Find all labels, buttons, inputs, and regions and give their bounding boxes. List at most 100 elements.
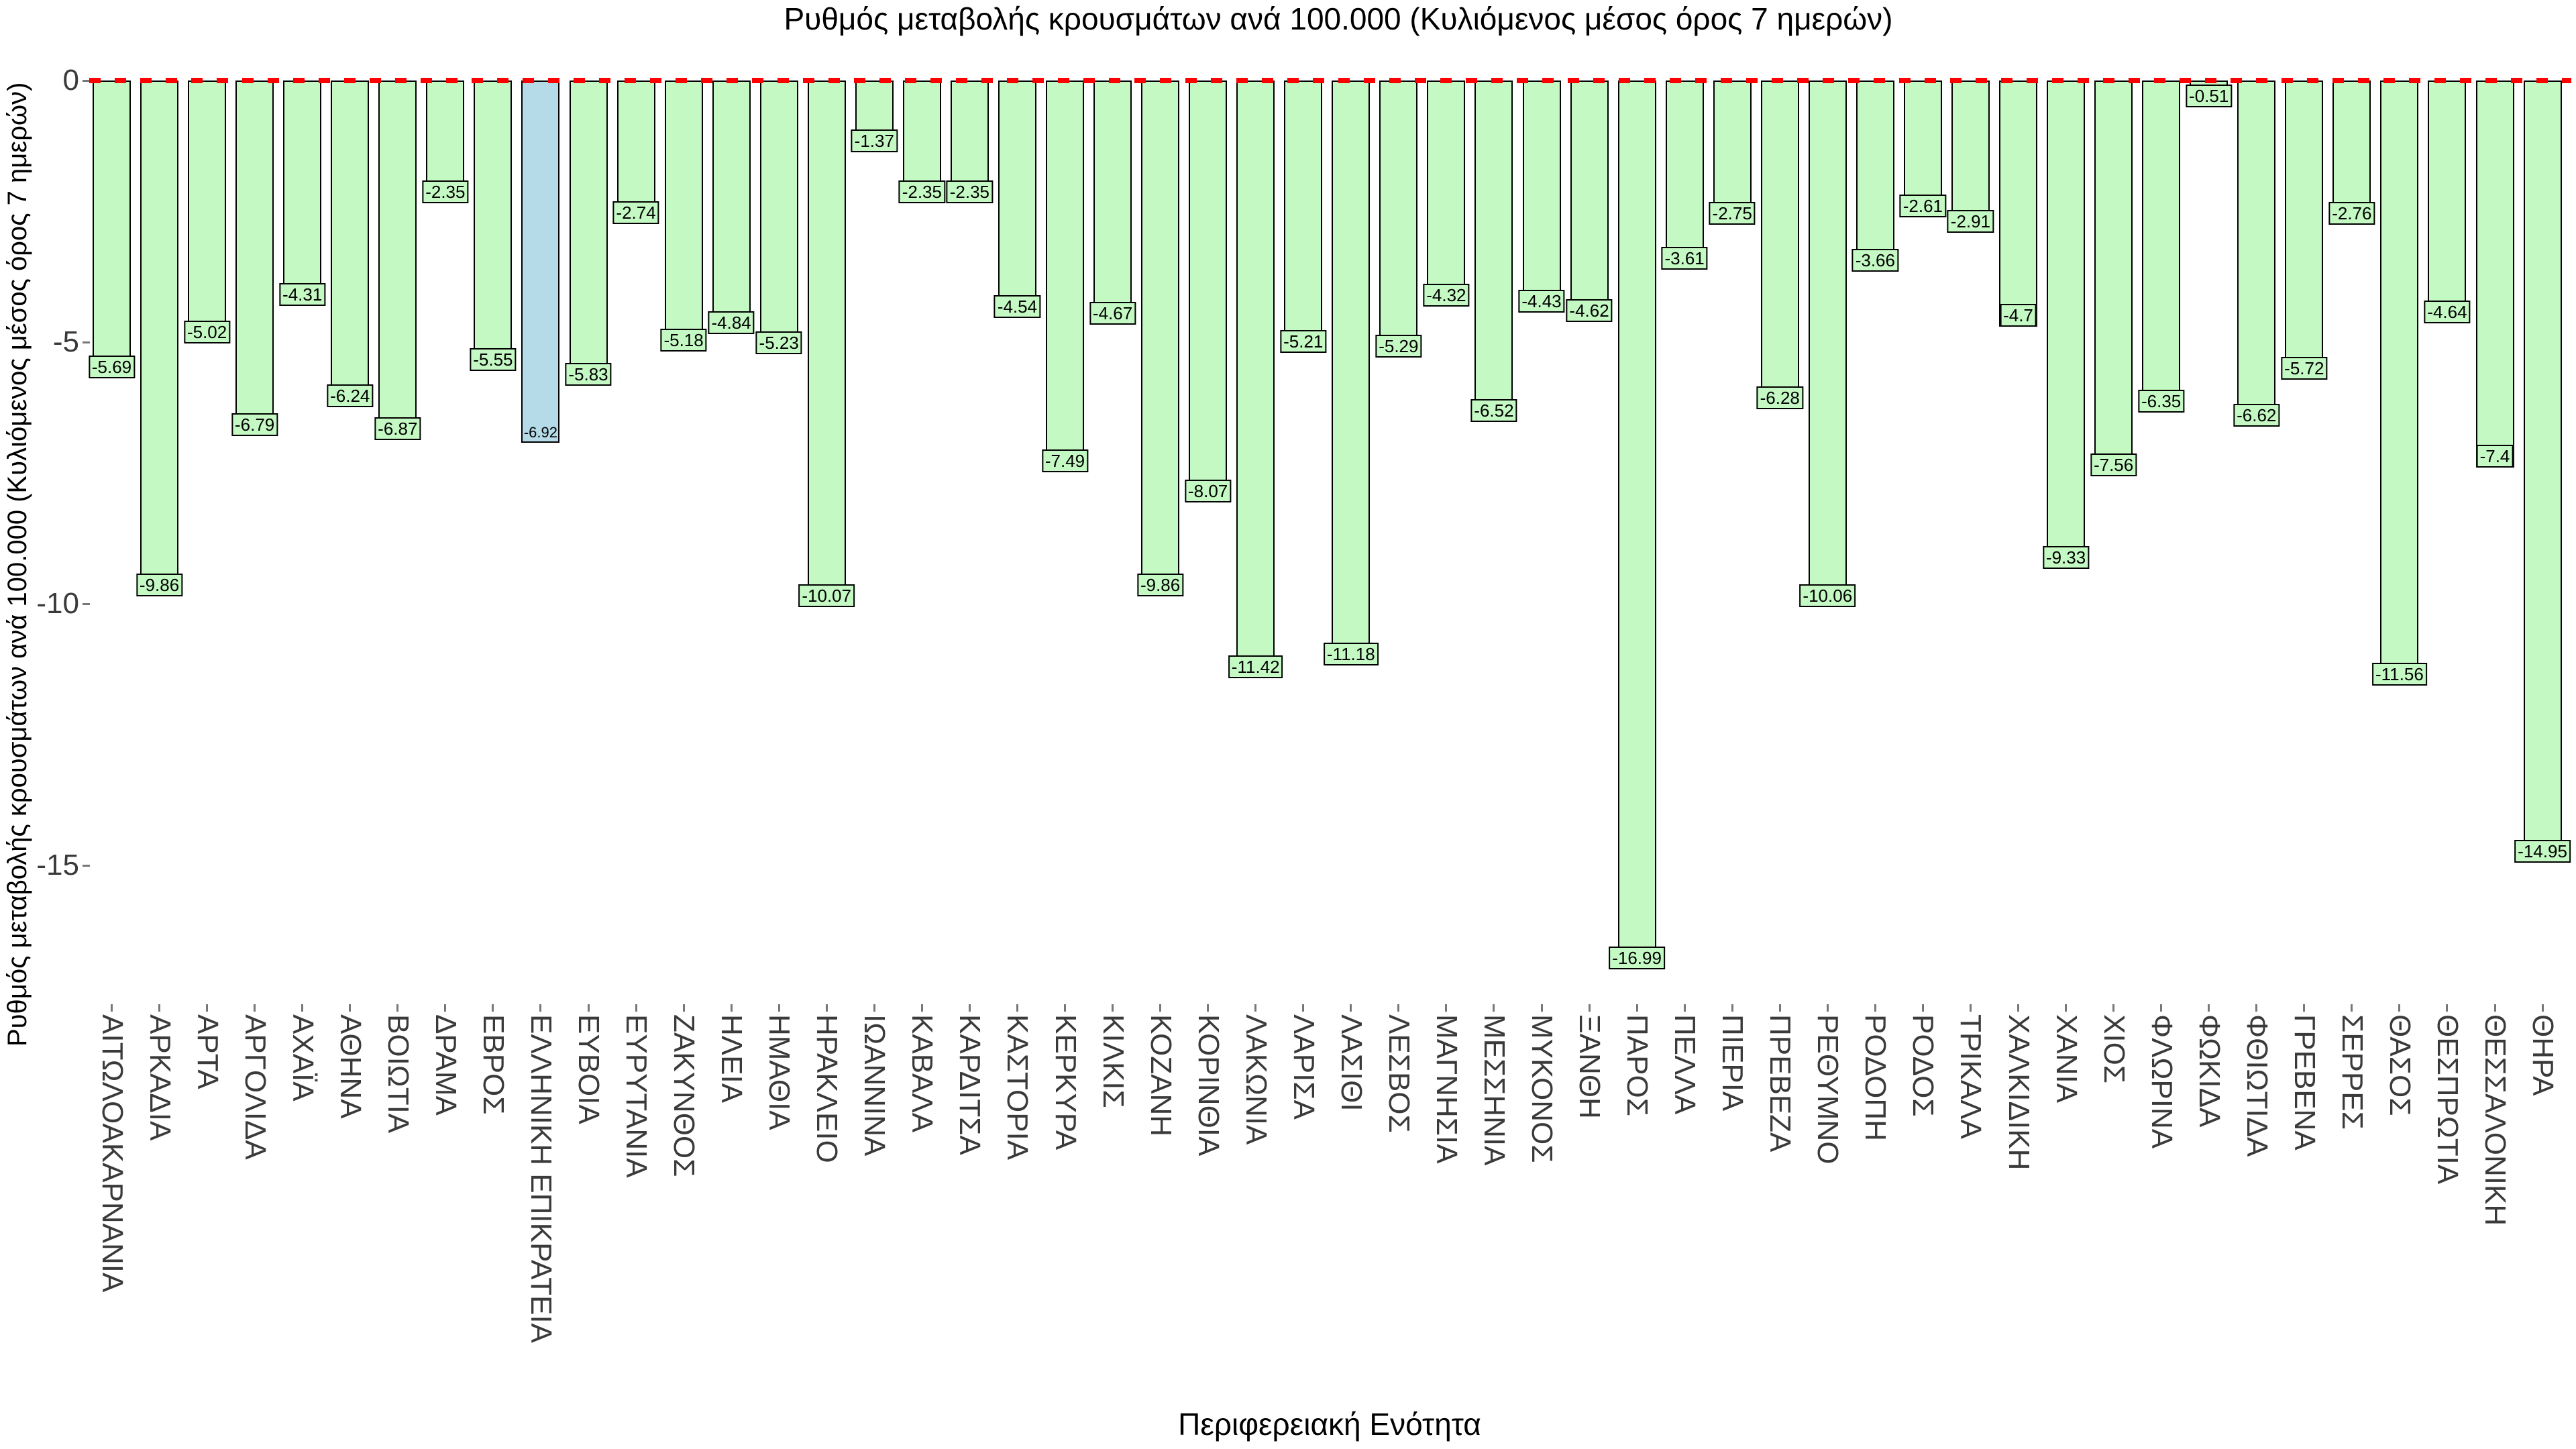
bar-value-label: -9.33 [2042,545,2090,569]
bar-value-label: -2.61 [1899,194,1947,217]
bar [331,80,370,407]
bar-value-label: -6.87 [374,417,421,440]
x-tick-label: ΓΡΕΒΕΝΑ [2288,1014,2321,1150]
x-tick-label: ΑΡΚΑΔΙΑ [143,1014,176,1141]
x-tick-mark [158,1004,161,1012]
x-tick-label: ΧΑΝΙΑ [2049,1014,2083,1104]
bar-value-label: -2.35 [898,180,945,204]
y-tick-mark [83,865,90,867]
bar [998,80,1036,319]
x-tick-label: ΗΛΕΙΑ [715,1014,749,1104]
x-tick-mark [825,1004,828,1012]
bar-value-label: -5.29 [1375,334,1422,358]
x-tick-label: ΚΑΡΔΙΤΣΑ [953,1014,987,1155]
x-tick-mark [1731,1004,1733,1012]
x-tick-label: ΘΑΣΟΣ [2383,1014,2416,1116]
x-tick-mark [396,1004,399,1012]
bar [1856,80,1894,272]
x-tick-mark [1064,1004,1066,1012]
x-tick-label: ΑΧΑΪΑ [286,1014,319,1102]
bar [235,80,274,436]
x-tick-label: ΕΥΡΥΤΑΝΙΑ [620,1014,653,1178]
x-tick-label: ΚΙΛΚΙΣ [1096,1014,1130,1108]
bar [2332,80,2371,225]
bar-value-label: -7.56 [2090,453,2137,476]
x-tick-mark [301,1004,304,1012]
x-tick-mark [349,1004,352,1012]
x-tick-mark [2351,1004,2353,1012]
bar-value-label: -6.92 [523,423,558,441]
x-tick-label: ΗΜΑΘΙΑ [763,1014,796,1130]
bar [1522,80,1561,313]
bar [140,80,179,597]
x-tick-label: ΠΡΕΒΕΖΑ [1764,1014,1797,1152]
x-tick-label: ΚΑΣΤΟΡΙΑ [1001,1014,1034,1161]
bar-value-label: -5.83 [565,362,612,386]
x-tick-label: ΛΑΣΙΘΙ [1334,1014,1368,1112]
x-tick-label: ΜΕΣΣΗΝΙΑ [1477,1014,1511,1166]
bar-value-label: -8.07 [1185,480,1232,503]
x-tick-mark [587,1004,590,1012]
bar [1474,80,1513,422]
bar [1665,80,1704,270]
x-tick-mark [492,1004,494,1012]
bar-value-label: -9.86 [1136,574,1184,597]
bar [1046,80,1084,473]
x-tick-label: ΜΑΓΝΗΣΙΑ [1430,1014,1463,1164]
x-tick-mark [873,1004,875,1012]
bar-value-label: -7.49 [1041,449,1089,473]
bar-highlight [521,80,560,443]
x-axis-title: Περιφερειακή Ενότητα [1178,1407,1481,1442]
bar-value-label: -2.75 [1709,201,1756,225]
x-tick-mark [1350,1004,1352,1012]
x-tick-mark [1874,1004,1876,1012]
bar-value-label: -3.66 [1851,249,1898,272]
x-tick-label: ΙΩΑΝΝΙΝΑ [858,1014,892,1157]
x-tick-label: ΕΥΒΟΙΑ [572,1014,605,1124]
bar-value-label: -4.62 [1566,299,1613,323]
x-tick-mark [682,1004,685,1012]
bar-value-label: -11.56 [2371,662,2427,686]
x-tick-mark [2208,1004,2210,1012]
x-tick-mark [1778,1004,1781,1012]
x-tick-mark [1445,1004,1448,1012]
x-tick-label: ΑΡΤΑ [191,1014,224,1089]
bar [807,80,846,608]
x-tick-label: ΧΙΟΣ [2097,1014,2131,1083]
x-tick-mark [2303,1004,2306,1012]
bar-value-label: -10.06 [1799,584,1856,607]
bar [2380,80,2419,686]
x-tick-mark [444,1004,447,1012]
bar [2047,80,2086,569]
bar-value-label: -5.18 [660,329,707,352]
bar-value-label: -6.24 [327,384,374,407]
x-tick-label: ΦΩΚΙΔΑ [2192,1014,2226,1128]
y-tick-mark [83,341,90,343]
bar [1141,80,1180,597]
bar-value-label: -11.18 [1323,643,1379,666]
x-tick-mark [1588,1004,1591,1012]
x-tick-label: ΦΛΩΡΙΝΑ [2145,1014,2178,1149]
bar-value-label: -6.35 [2138,390,2185,413]
x-tick-mark [2112,1004,2115,1012]
x-tick-mark [2017,1004,2019,1012]
bar-value-label: -5.02 [183,320,231,343]
bar-value-label: -1.37 [851,129,898,152]
x-tick-label: ΠΙΕΡΙΑ [1716,1014,1750,1112]
bar-value-label: -4.43 [1518,289,1565,313]
x-tick-mark [2255,1004,2258,1012]
x-tick-mark [1207,1004,1210,1012]
x-tick-mark [1254,1004,1257,1012]
x-tick-mark [635,1004,637,1012]
bar-value-label: -6.79 [231,413,278,436]
bar-value-label: -3.61 [1661,246,1708,270]
bar [1236,80,1275,678]
x-tick-label: ΡΟΔΟΣ [1907,1014,1940,1117]
x-tick-label: ΞΑΝΘΗ [1573,1014,1607,1119]
bar-value-label: -6.62 [2233,404,2280,427]
bar [2237,80,2276,427]
bar-value-label: -4.67 [1089,302,1136,325]
y-tick-mark [83,80,90,82]
